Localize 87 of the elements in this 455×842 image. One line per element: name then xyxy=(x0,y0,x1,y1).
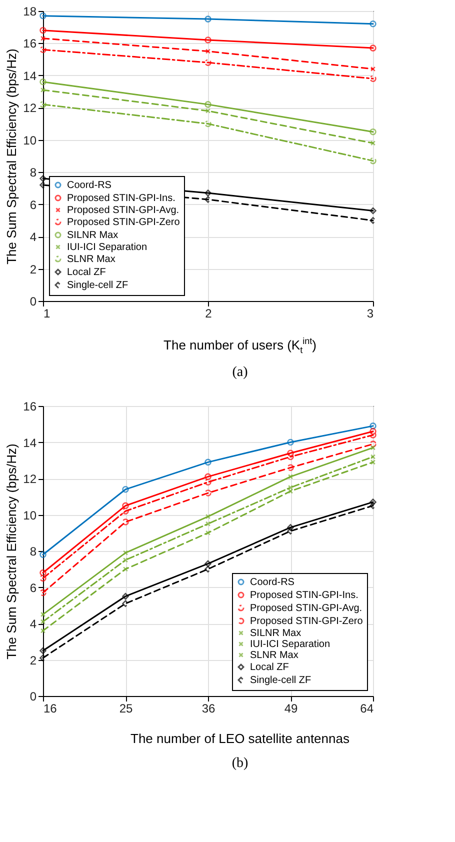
point xyxy=(204,473,212,480)
legend-label: Proposed STIN-GPI-Ins. xyxy=(250,590,358,601)
legend-label: Single-cell ZF xyxy=(67,280,128,291)
y-tick-label: 10 xyxy=(23,508,37,522)
point xyxy=(287,450,294,456)
y-tick-label: 4 xyxy=(30,230,37,244)
y-tick-label: 12 xyxy=(23,101,37,116)
point xyxy=(288,484,294,490)
x-tick-label: 1 xyxy=(44,306,50,320)
x-tick-label: 49 xyxy=(284,701,298,716)
point xyxy=(370,207,376,214)
y-tick-label: 4 xyxy=(30,616,37,631)
point xyxy=(204,16,212,22)
point xyxy=(122,508,129,514)
point xyxy=(122,557,128,563)
y-tick-label: 18 xyxy=(23,4,37,18)
point xyxy=(204,120,212,128)
x-axis-title: The number of LEO satellite antennas xyxy=(130,730,350,746)
x-axis-title: The number of users (K$_{t}$$^{int}$) xyxy=(162,336,318,355)
point xyxy=(288,474,294,480)
legend-label: Proposed STIN-GPI-Ins. xyxy=(67,193,176,204)
point xyxy=(122,566,128,572)
legend-label: SILNR Max xyxy=(250,628,302,639)
point xyxy=(287,438,294,446)
point xyxy=(204,59,212,66)
point xyxy=(370,498,376,506)
point xyxy=(205,521,211,526)
point xyxy=(122,550,128,556)
point xyxy=(204,458,212,466)
legend-label: Local ZF xyxy=(250,662,289,673)
x-tick-label: 36 xyxy=(202,701,216,716)
point xyxy=(287,453,294,460)
y-tick-label: 12 xyxy=(23,472,37,486)
legend-label: SILNR Max xyxy=(67,230,118,241)
point xyxy=(204,101,212,108)
text: (b) xyxy=(230,756,250,772)
y-tick-label: 14 xyxy=(23,436,37,450)
y-tick-label: 0 xyxy=(30,689,37,704)
x-tick-label: 3 xyxy=(366,306,374,320)
text: (a) xyxy=(231,364,249,381)
point xyxy=(204,478,212,486)
point xyxy=(205,108,211,114)
legend-label: Proposed STIN-GPI-Avg. xyxy=(67,205,180,216)
point xyxy=(287,464,294,471)
y-tick-label: 6 xyxy=(30,580,37,595)
legend-label: IUI-ICI Separation xyxy=(250,638,330,650)
y-tick-label: 16 xyxy=(23,399,37,414)
point xyxy=(204,190,212,196)
y-axis-title: The Sum Spectral Efficiency (bps/Hz) xyxy=(4,444,20,660)
point xyxy=(204,560,212,567)
y-tick-label: 8 xyxy=(30,166,37,180)
y-tick-label: 2 xyxy=(30,653,37,668)
x-tick-label: 64 xyxy=(360,701,374,716)
point xyxy=(122,592,129,600)
legend-label: SLNR Max xyxy=(67,254,116,265)
point xyxy=(204,36,212,44)
y-tick-label: 10 xyxy=(23,133,37,148)
legend-label: Local ZF xyxy=(67,267,106,278)
point xyxy=(40,175,46,182)
legend-label: IUI-ICI Separation xyxy=(67,242,148,253)
x-tick-label: 25 xyxy=(119,701,133,716)
y-tick-label: 14 xyxy=(23,68,37,83)
y-tick-label: 16 xyxy=(23,36,37,51)
point xyxy=(122,518,129,526)
y-tick-label: 8 xyxy=(30,544,37,558)
y-tick-label: 0 xyxy=(30,294,37,308)
legend-label: Coord-RS xyxy=(250,576,295,588)
x-tick-label: 2 xyxy=(205,306,212,320)
legend-label: Single-cell ZF xyxy=(250,674,312,686)
point xyxy=(40,647,46,654)
point xyxy=(122,486,129,493)
point xyxy=(287,524,294,531)
point xyxy=(288,488,294,494)
legend-label: Coord-RS xyxy=(67,180,112,191)
legend-label: Proposed STIN-GPI-Zero xyxy=(67,217,180,228)
y-axis-title: The Sum Spectral Efficiency (bps/Hz) xyxy=(4,48,20,264)
point xyxy=(205,514,211,520)
point xyxy=(204,490,212,496)
point xyxy=(205,48,211,54)
point xyxy=(122,502,129,509)
y-tick-label: 2 xyxy=(30,262,37,276)
y-tick-label: 6 xyxy=(30,198,37,212)
point xyxy=(205,530,211,536)
legend-label: SLNR Max xyxy=(250,650,298,661)
legend-label: Proposed STIN-GPI-Avg. xyxy=(250,602,362,614)
x-tick-label: 16 xyxy=(44,701,58,716)
legend-label: Proposed STIN-GPI-Zero xyxy=(250,616,364,627)
